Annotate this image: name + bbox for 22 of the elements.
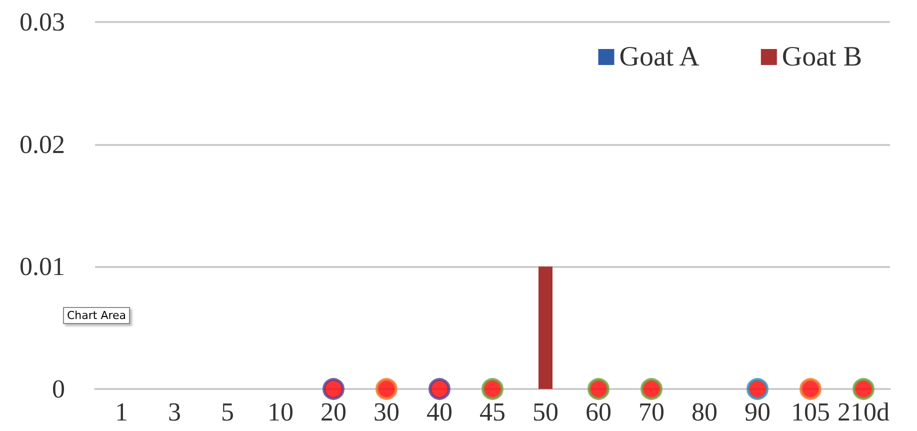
x-tick-label: 5: [221, 398, 234, 426]
x-tick-label: 50: [532, 398, 558, 426]
x-tick-label: 80: [692, 398, 718, 426]
x-tick-label: 30: [374, 398, 400, 426]
annotation: Chart Area: [63, 307, 130, 324]
x-tick-label: 45: [480, 398, 506, 426]
x-tick-label: 70: [638, 398, 664, 426]
x-tick-label: 210d: [838, 398, 890, 426]
y-tick-label: 0: [52, 374, 65, 404]
y-tick-label: 0.02: [20, 130, 65, 159]
legend-label: Goat A: [619, 42, 700, 72]
x-tick-label: 1: [115, 398, 128, 426]
x-tick-label: 90: [744, 398, 770, 426]
y-tick-label: 0.03: [20, 8, 65, 36]
x-tick-label: 105: [791, 398, 830, 426]
y-tick-label: 0.01: [20, 252, 65, 282]
x-tick-label: 40: [426, 398, 452, 426]
x-tick-label: 20: [320, 398, 346, 426]
x-tick-label: 10: [268, 398, 294, 426]
x-tick-label: 3: [168, 398, 181, 426]
legend-label: Goat B: [782, 42, 862, 72]
x-tick-label: 60: [586, 398, 612, 426]
